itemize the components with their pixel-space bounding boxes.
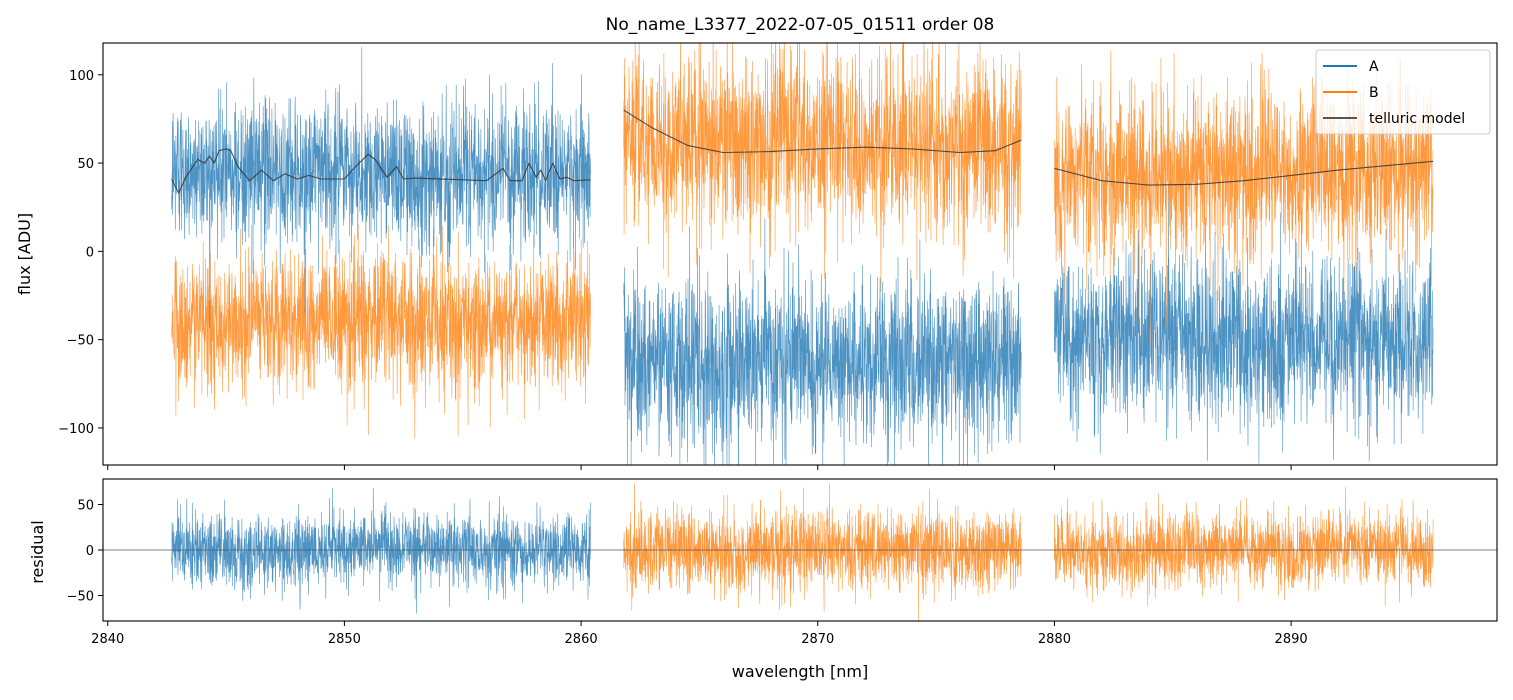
y-tick-label: 100	[69, 69, 94, 84]
x-axis-label: wavelength [nm]	[732, 662, 869, 681]
residual-y-axis-label: residual	[28, 520, 47, 583]
residual-y-tick-label: 0	[86, 544, 94, 559]
series-b-segment-1	[171, 223, 591, 439]
top-axes-frame	[102, 42, 1498, 466]
x-tick-label: 2840	[91, 632, 124, 647]
telluric-model-segment-3	[1054, 160, 1434, 186]
y-tick-label: −100	[58, 422, 94, 437]
y-axis-label: flux [ADU]	[15, 213, 34, 295]
top-plot-area	[171, 43, 1434, 465]
y-tick-label: 0	[86, 245, 94, 260]
residual-y-tick-label: −50	[67, 590, 94, 605]
top-axes: 100 50 0 −50 −100	[58, 42, 1498, 470]
series-a-segment-1	[171, 46, 591, 329]
series-b-segment-2	[623, 43, 1022, 292]
y-tick-label: −50	[67, 334, 94, 349]
legend-label-b: B	[1369, 85, 1379, 101]
x-tick-label: 2850	[328, 632, 361, 647]
chart-title: No_name_L3377_2022-07-05_01511 order 08	[606, 15, 995, 35]
telluric-model-segment-2	[623, 109, 1022, 154]
residual-segment-1	[171, 487, 591, 614]
telluric-model-segment-1	[171, 148, 591, 194]
legend: A B telluric model	[1315, 49, 1491, 135]
x-tick-label: 2870	[801, 632, 834, 647]
series-b-segment-3	[1054, 50, 1434, 342]
x-tick-label: 2880	[1038, 632, 1071, 647]
residual-segment-3	[1054, 487, 1434, 607]
legend-box	[1315, 49, 1491, 135]
residual-segment-2	[623, 483, 1022, 621]
series-a-segment-2	[623, 218, 1022, 465]
x-tick-label: 2890	[1275, 632, 1308, 647]
series-a-segment-3	[1054, 183, 1434, 464]
legend-label-telluric: telluric model	[1369, 111, 1465, 127]
y-tick-label: 50	[77, 157, 94, 172]
residual-plot-area	[103, 483, 1497, 621]
x-tick-label: 2860	[565, 632, 598, 647]
legend-label-a: A	[1369, 59, 1379, 75]
residual-y-tick-label: 50	[77, 498, 94, 513]
residual-axes: 50 0 −50 2840 2850 2860 2870 2880 2890	[67, 478, 1498, 647]
